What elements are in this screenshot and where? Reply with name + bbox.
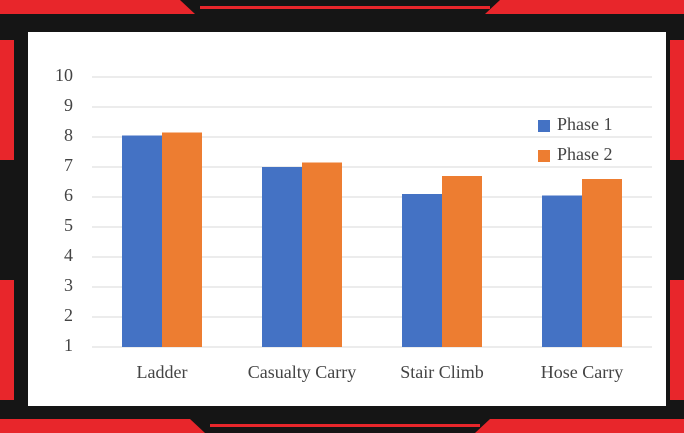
y-tick-label: 3 — [64, 275, 73, 295]
legend-label: Phase 1 — [557, 114, 613, 134]
bar — [122, 135, 162, 347]
y-tick-label: 10 — [55, 65, 73, 85]
y-tick-label: 4 — [64, 245, 73, 265]
y-tick-label: 1 — [64, 335, 73, 355]
y-tick-label: 7 — [64, 155, 73, 175]
y-tick-label: 9 — [64, 95, 73, 115]
y-tick-label: 5 — [64, 215, 73, 235]
bar — [542, 195, 582, 347]
x-tick-label: Casualty Carry — [248, 362, 356, 382]
legend-label: Phase 2 — [557, 144, 613, 164]
legend-swatch — [538, 120, 550, 132]
bar — [302, 162, 342, 347]
x-tick-label: Stair Climb — [400, 362, 484, 382]
x-tick-label: Ladder — [137, 362, 188, 382]
y-tick-label: 2 — [64, 305, 73, 325]
y-tick-label: 8 — [64, 125, 73, 145]
y-tick-label: 6 — [64, 185, 73, 205]
legend-swatch — [538, 150, 550, 162]
bar — [262, 167, 302, 347]
bar — [582, 179, 622, 347]
bar — [162, 132, 202, 347]
x-tick-label: Hose Carry — [541, 362, 623, 382]
bar — [402, 194, 442, 347]
bar — [442, 176, 482, 347]
